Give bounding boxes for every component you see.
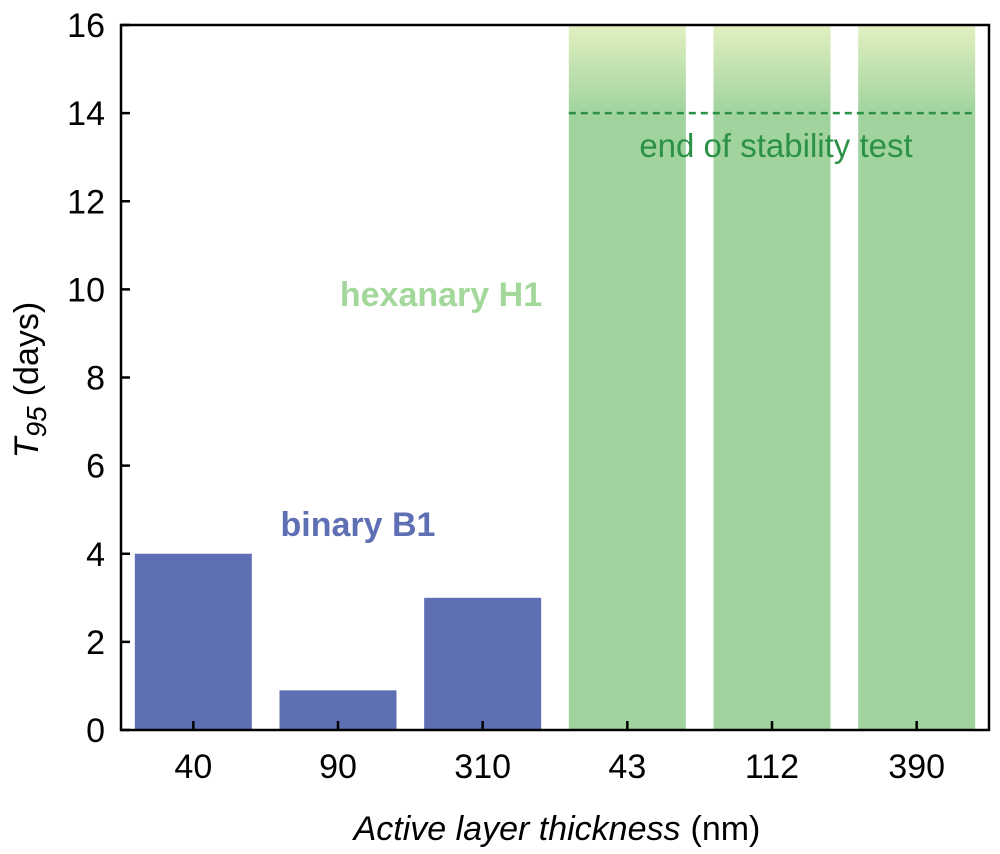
y-axis-subscript: 95 [21,406,52,438]
y-tick-label: 6 [86,448,105,486]
bar-hexanary-fade-112 [713,25,831,114]
bar-hexanary-43 [568,113,686,730]
y-tick-label: 16 [67,7,105,45]
annotation-binary-b1: binary B1 [281,506,436,544]
bar-hexanary-112 [713,113,831,730]
bars [134,25,976,730]
bar-binary-40 [134,553,252,730]
y-axis-symbol: T [8,435,46,458]
bar-hexanary-fade-390 [858,25,976,114]
y-tick-label: 10 [67,271,105,309]
annotation-hexanary-h1: hexanary H1 [340,276,542,314]
x-axis-title-main: Active layer thickness [352,810,681,848]
ticks: 0 2 4 6 8 10 12 14 16 40 90 310 43 112 390 [67,7,945,786]
y-tick-label: 14 [67,95,105,133]
y-tick-label: 8 [86,360,105,398]
y-tick-label: 4 [86,536,105,574]
x-tick-label: 112 [745,748,799,786]
y-axis-unit: (days) [8,302,46,396]
bar-hexanary-fade-43 [568,25,686,114]
y-tick-label: 12 [67,183,105,221]
bar-binary-310 [424,597,542,730]
x-tick-label: 40 [174,748,212,786]
y-tick-label: 0 [86,712,105,750]
x-axis-title: Active layer thickness (nm) [352,810,761,848]
bar-hexanary-390 [858,113,976,730]
y-axis-title: T95 (days) [8,302,52,458]
x-tick-label: 90 [319,748,357,786]
y-tick-label: 2 [86,624,105,662]
x-axis-unit: (nm) [691,810,761,848]
x-tick-label: 43 [608,748,646,786]
x-tick-label: 310 [454,748,511,786]
x-tick-label: 390 [888,748,945,786]
annotation-end-of-stability-test: end of stability test [639,127,912,164]
